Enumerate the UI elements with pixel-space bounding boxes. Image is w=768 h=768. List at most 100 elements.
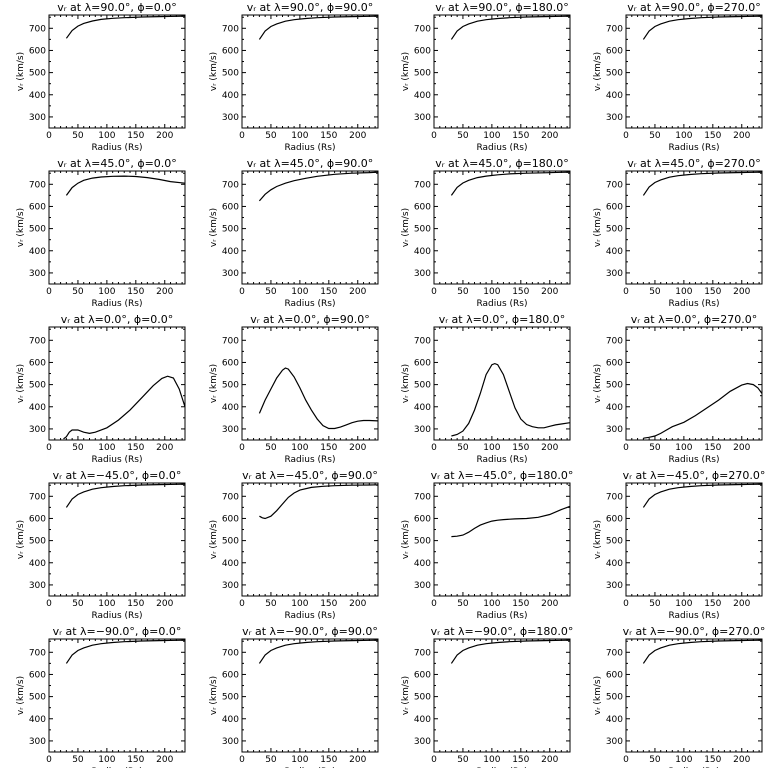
y-tick-label: 400 [29,559,46,569]
y-tick-label: 700 [606,24,623,34]
y-axis-label: vᵣ (km/s) [401,52,411,91]
y-tick-label: 500 [222,225,239,235]
x-axis-label: Radius (Rs) [668,143,719,153]
y-tick-label: 300 [606,581,623,591]
panel-title: vᵣ at λ=45.0°, ϕ=90.0° [247,157,374,170]
y-tick-label: 400 [606,91,623,101]
x-axis-label: Radius (Rs) [476,143,527,153]
plot-frame [48,638,186,753]
series-line [258,171,378,202]
x-axis-label: Radius (Rs) [91,143,142,153]
panel-4-3: vᵣ at λ=−45.0°, ϕ=180.0° 0 50 100 150 200 300 4… [401,469,573,621]
x-tick-label: 0 [46,443,52,453]
y-tick-label: 300 [29,269,46,279]
y-tick-label: 700 [29,648,46,658]
series-line [65,15,185,39]
panel-title: vᵣ at λ=0.0°, ϕ=180.0° [439,313,566,326]
x-tick-label: 200 [733,131,750,141]
y-tick-label: 700 [414,180,431,190]
plot-frame [625,638,763,753]
y-axis-label: vᵣ (km/s) [209,520,219,559]
x-tick-label: 50 [457,131,469,141]
x-tick-label: 0 [623,443,629,453]
y-tick-label: 300 [29,737,46,747]
x-tick-label: 100 [675,755,692,765]
x-tick-label: 0 [46,287,52,297]
y-tick-label: 300 [29,113,46,123]
series-line [259,484,378,520]
x-tick-label: 0 [623,131,629,141]
panel-3-3: vᵣ at λ=0.0°, ϕ=180.0° 0 50 100 150 200 300 400… [401,313,571,465]
y-tick-label: 500 [606,69,623,79]
y-tick-label: 400 [606,247,623,257]
panel-5-2: vᵣ at λ=−90.0°, ϕ=90.0° 0 50 100 150 200 300 40… [209,625,379,768]
y-tick-label: 600 [414,514,431,524]
y-tick-label: 600 [414,358,431,368]
panel-title: vᵣ at λ=45.0°, ϕ=180.0° [435,157,569,170]
y-tick-label: 600 [222,670,239,680]
y-tick-label: 300 [414,113,431,123]
y-tick-label: 300 [222,113,239,123]
y-tick-label: 700 [414,336,431,346]
panel-title: vᵣ at λ=90.0°, ϕ=0.0° [57,1,177,14]
y-tick-label: 300 [606,113,623,123]
panel-title: vᵣ at λ=−90.0°, ϕ=90.0° [242,625,378,638]
x-tick-label: 150 [320,443,337,453]
panel-4-1: vᵣ at λ=−45.0°, ϕ=0.0° 0 50 100 150 200 300 400… [16,469,186,621]
x-tick-label: 0 [623,599,629,609]
x-axis-label: Radius (Rs) [668,455,719,465]
panel-title: vᵣ at λ=−45.0°, ϕ=270.0° [623,469,766,482]
y-tick-label: 600 [414,202,431,212]
y-tick-label: 600 [222,358,239,368]
x-axis-label: Radius (Rs) [91,455,142,465]
series-line [450,639,570,664]
y-tick-label: 300 [222,581,239,591]
y-tick-label: 400 [414,91,431,101]
x-tick-label: 0 [239,131,245,141]
y-tick-label: 400 [222,559,239,569]
y-tick-label: 500 [29,537,46,547]
y-tick-label: 500 [29,381,46,391]
series-line [642,171,762,196]
plot-frame [241,170,379,285]
x-tick-label: 200 [349,287,366,297]
panel-title: vᵣ at λ=0.0°, ϕ=0.0° [61,313,174,326]
series-line [642,15,762,40]
x-tick-label: 100 [483,599,500,609]
y-axis-label: vᵣ (km/s) [16,364,26,403]
panel-4-4: vᵣ at λ=−45.0°, ϕ=270.0° 0 50 100 150 200 300 4… [593,469,765,621]
x-tick-label: 0 [431,287,437,297]
x-tick-label: 50 [265,131,277,141]
x-axis-label: Radius (Rs) [91,299,142,309]
y-axis-label: vᵣ (km/s) [401,364,411,403]
y-tick-label: 300 [414,737,431,747]
x-tick-label: 100 [291,599,308,609]
x-tick-label: 0 [239,755,245,765]
plot-frame [48,170,186,285]
panel-3-1: vᵣ at λ=0.0°, ϕ=0.0° 0 50 100 150 200 300 400 50… [16,313,186,465]
y-tick-label: 300 [222,737,239,747]
x-tick-label: 200 [541,131,558,141]
x-tick-label: 200 [733,755,750,765]
y-axis-label: vᵣ (km/s) [209,676,219,715]
y-tick-label: 400 [414,559,431,569]
x-tick-label: 200 [349,131,366,141]
y-tick-label: 300 [606,737,623,747]
y-tick-label: 700 [414,24,431,34]
plot-frame [241,638,379,753]
x-tick-label: 0 [623,755,629,765]
x-tick-label: 200 [733,443,750,453]
panel-title: vᵣ at λ=0.0°, ϕ=270.0° [631,313,758,326]
panel-2-3: vᵣ at λ=45.0°, ϕ=180.0° 0 50 100 150 200 300 40… [401,157,571,309]
x-tick-label: 50 [72,131,84,141]
x-tick-label: 150 [127,131,144,141]
x-tick-label: 0 [239,599,245,609]
x-axis-label: Radius (Rs) [668,611,719,621]
panel-title: vᵣ at λ=−90.0°, ϕ=180.0° [431,625,574,638]
x-tick-label: 150 [704,443,721,453]
y-tick-label: 700 [29,24,46,34]
y-tick-label: 400 [414,247,431,257]
y-axis-label: vᵣ (km/s) [16,208,26,247]
y-tick-label: 300 [414,425,431,435]
